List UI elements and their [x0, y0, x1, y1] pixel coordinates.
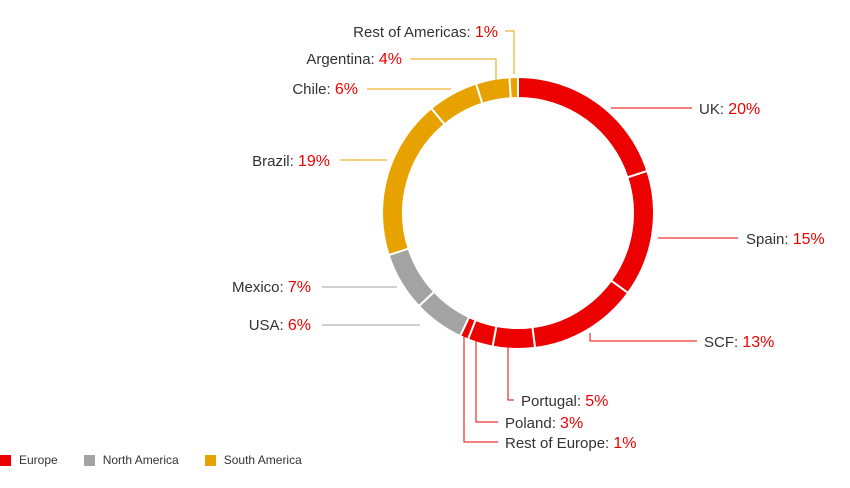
slice-label-value-spain: 15%: [793, 231, 825, 248]
slice-label-value-uk: 20%: [728, 101, 760, 118]
slice-label-name-uk: UK:: [699, 101, 728, 118]
legend-item-europe[interactable]: Europe: [0, 453, 58, 467]
leader-line-rest-of-europe: [463, 336, 498, 443]
slice-rest-of-americas[interactable]: [508, 75, 519, 100]
slice-label-chile: Chile: 6%: [292, 81, 358, 98]
slice-chile[interactable]: [429, 82, 484, 126]
slice-uk[interactable]: [517, 75, 649, 179]
leader-line-rest-of-americas: [505, 30, 515, 74]
chart-legend: Europe North America South America: [0, 452, 328, 468]
slice-label-name-portugal: Portugal:: [521, 393, 585, 410]
slice-label-usa: USA: 6%: [249, 317, 311, 334]
legend-label-europe: Europe: [19, 453, 58, 467]
leader-line-poland: [475, 339, 498, 423]
slice-spain[interactable]: [609, 169, 655, 295]
leader-line-scf: [589, 333, 697, 342]
legend-item-south-america[interactable]: South America: [204, 453, 302, 467]
slice-label-name-usa: USA:: [249, 317, 288, 334]
slice-label-uk: UK: 20%: [699, 101, 760, 118]
slice-label-value-scf: 13%: [742, 334, 774, 351]
legend-label-south-america: South America: [223, 453, 302, 467]
slice-label-name-brazil: Brazil:: [252, 153, 298, 170]
legend-label-north-america: North America: [102, 453, 179, 467]
slice-label-value-chile: 6%: [335, 81, 358, 98]
slice-argentina[interactable]: [474, 76, 512, 105]
slice-label-value-mexico: 7%: [288, 279, 311, 296]
slice-label-brazil: Brazil: 19%: [252, 153, 330, 170]
slice-label-name-rest-of-europe: Rest of Europe:: [505, 435, 613, 452]
slice-label-name-chile: Chile:: [292, 81, 335, 98]
slice-label-poland: Poland: 3%: [505, 415, 583, 432]
slice-brazil[interactable]: [381, 106, 447, 257]
slice-label-portugal: Portugal: 5%: [521, 393, 608, 410]
slice-portugal[interactable]: [491, 324, 537, 350]
slice-label-value-portugal: 5%: [585, 393, 608, 410]
slice-label-argentina: Argentina: 4%: [306, 51, 402, 68]
slice-label-name-argentina: Argentina:: [306, 51, 379, 68]
slice-label-name-mexico: Mexico:: [232, 279, 288, 296]
slice-label-value-rest-of-europe: 1%: [613, 435, 636, 452]
slice-labels-layer: UK: 20%Spain: 15%SCF: 13%Portugal: 5%Pol…: [232, 24, 825, 452]
slice-label-value-rest-of-americas: 1%: [475, 24, 498, 41]
leader-line-portugal: [507, 341, 514, 401]
slice-label-rest-of-europe: Rest of Europe: 1%: [505, 435, 637, 452]
slice-label-name-spain: Spain:: [746, 231, 793, 248]
slice-label-mexico: Mexico: 7%: [232, 279, 311, 296]
slice-label-value-usa: 6%: [288, 317, 311, 334]
slice-label-rest-of-americas: Rest of Americas: 1%: [353, 24, 498, 41]
slice-label-name-poland: Poland:: [505, 415, 560, 432]
leader-lines-layer: [322, 30, 738, 443]
legend-swatch-north-america: [83, 454, 95, 466]
slice-mexico[interactable]: [387, 247, 436, 308]
leader-line-argentina: [410, 58, 497, 80]
legend-swatch-europe: [0, 454, 11, 466]
slice-label-spain: Spain: 15%: [746, 231, 825, 248]
slice-label-scf: SCF: 13%: [704, 334, 774, 351]
slice-label-name-rest-of-americas: Rest of Americas:: [353, 24, 475, 41]
slice-label-value-argentina: 4%: [379, 51, 402, 68]
slice-label-value-brazil: 19%: [298, 153, 330, 170]
slice-scf[interactable]: [531, 279, 630, 350]
legend-item-north-america[interactable]: North America: [83, 453, 179, 467]
slice-label-name-scf: SCF:: [704, 334, 742, 351]
slices-layer: [381, 75, 655, 350]
legend-swatch-south-america: [204, 454, 216, 466]
slice-label-value-poland: 3%: [560, 415, 583, 432]
